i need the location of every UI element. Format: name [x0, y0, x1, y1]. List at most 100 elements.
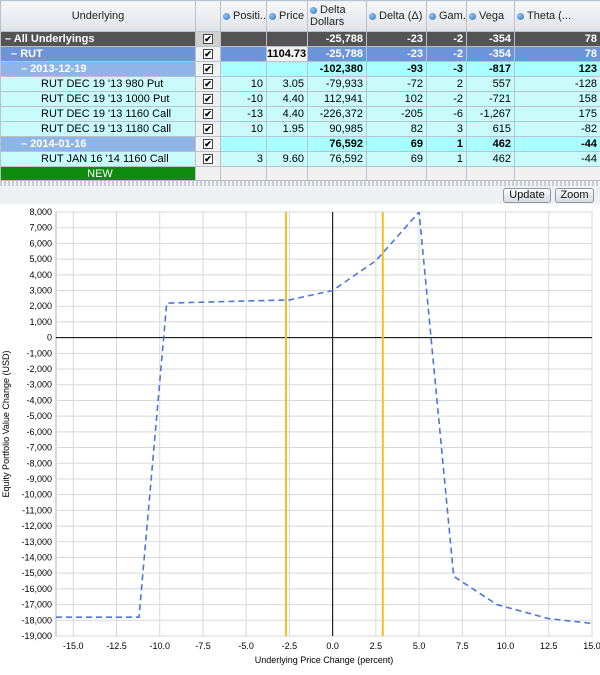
col-label: Theta (... — [527, 10, 572, 23]
y-axis-label: Equity Portfolio Value Change (USD) — [1, 351, 11, 498]
y-tick-label: -5,000 — [26, 411, 52, 421]
cell-gamma: -2 — [426, 46, 467, 62]
risk-profile-chart[interactable]: 8,000 7,000 6,000 5,000 4,000 3,000 2,000 1,000… — [0, 204, 600, 675]
y-tick-label: -2,000 — [26, 364, 52, 374]
x-tick-label: -7.5 — [195, 641, 211, 651]
row-new[interactable]: NEW — [0, 166, 600, 182]
row-checkbox-cell: ✔ — [195, 106, 221, 122]
collapse-toggle-icon[interactable]: – — [21, 63, 28, 75]
update-button[interactable]: Update — [503, 188, 551, 203]
row-all-underlyings[interactable]: – All Underlyings ✔ -25,788 -23 -2 -354 … — [0, 31, 600, 47]
y-tick-label: -15,000 — [21, 568, 52, 578]
collapse-toggle-icon[interactable]: – — [11, 48, 18, 60]
cell-vega: 462 — [466, 136, 515, 152]
collapse-toggle-icon[interactable]: – — [21, 138, 28, 150]
cell-delta-dollars: -226,372 — [307, 106, 367, 122]
column-menu-icon[interactable] — [469, 12, 476, 20]
cell-gamma: 1 — [426, 136, 467, 152]
cell-position: -13 — [220, 106, 267, 122]
row-checkbox[interactable]: ✔ — [203, 154, 213, 164]
row-rut[interactable]: – RUT ✔ 1104.73 -25,788 -23 -2 -354 78 — [0, 46, 600, 62]
new-position-button[interactable]: NEW — [0, 166, 196, 182]
row-checkbox[interactable]: ✔ — [203, 49, 213, 59]
row-checkbox[interactable]: ✔ — [203, 124, 213, 134]
y-tick-label: 7,000 — [29, 223, 52, 233]
column-menu-icon[interactable] — [269, 12, 276, 20]
y-tick-label: 6,000 — [29, 238, 52, 248]
col-header-gamma[interactable]: Gam... — [426, 0, 467, 32]
cell-price: 3.05 — [266, 76, 308, 92]
cell-delta-dollars: 76,592 — [307, 151, 367, 167]
row-label: RUT DEC 19 '13 1180 Call — [0, 121, 196, 137]
row-position[interactable]: RUT JAN 16 '14 1160 Call ✔ 3 9.60 76,592… — [0, 151, 600, 167]
row-label: RUT JAN 16 '14 1160 Call — [0, 151, 196, 167]
col-header-position[interactable]: Positi... — [220, 0, 267, 32]
cell-theta: -128 — [514, 76, 600, 92]
col-label: Price — [279, 10, 305, 23]
cell-vega: 557 — [466, 76, 515, 92]
y-tick-label: -14,000 — [21, 552, 52, 562]
chart-toolbar: Update Zoom — [0, 186, 600, 204]
cell-delta: 82 — [366, 121, 427, 137]
row-checkbox-cell: ✔ — [195, 121, 221, 137]
cell-gamma: 3 — [426, 121, 467, 137]
col-header-delta[interactable]: Delta (Δ) — [366, 0, 427, 32]
column-menu-icon[interactable] — [223, 12, 230, 20]
col-header-theta[interactable]: Theta (... — [514, 0, 600, 32]
cell-theta: -44 — [514, 136, 600, 152]
panel-splitter[interactable] — [0, 180, 600, 186]
row-position[interactable]: RUT DEC 19 '13 980 Put ✔ 10 3.05 -79,933… — [0, 76, 600, 92]
x-tick-label: 5.0 — [413, 641, 426, 651]
cell-theta: -82 — [514, 121, 600, 137]
row-label-cell: – RUT — [0, 46, 196, 62]
y-tick-label: -12,000 — [21, 521, 52, 531]
risk-chart-panel: 8,000 7,000 6,000 5,000 4,000 3,000 2,000 1,000… — [0, 204, 600, 675]
column-menu-icon[interactable] — [517, 12, 524, 20]
row-checkbox[interactable]: ✔ — [203, 34, 213, 44]
col-header-delta-dollars[interactable]: Delta Dollars — [307, 0, 367, 32]
x-tick-label: -5.0 — [238, 641, 254, 651]
y-tick-label: -8,000 — [26, 458, 52, 468]
cell-price — [266, 31, 308, 47]
cell-gamma: -6 — [426, 106, 467, 122]
row-expiry-2014-01-16[interactable]: – 2014-01-16 ✔ 76,592 69 1 462 -44 — [0, 136, 600, 152]
row-checkbox-cell: ✔ — [195, 46, 221, 62]
col-header-underlying[interactable]: Underlying — [0, 0, 196, 32]
row-checkbox[interactable]: ✔ — [203, 109, 213, 119]
col-header-vega[interactable]: Vega — [466, 0, 515, 32]
cell-empty — [466, 166, 515, 182]
cell-theta: 175 — [514, 106, 600, 122]
row-position[interactable]: RUT DEC 19 '13 1000 Put ✔ -10 4.40 112,9… — [0, 91, 600, 107]
collapse-toggle-icon[interactable]: – — [5, 33, 12, 45]
col-label: Gam... — [439, 10, 466, 23]
column-menu-icon[interactable] — [310, 6, 317, 14]
cell-empty — [426, 166, 467, 182]
column-menu-icon[interactable] — [369, 12, 376, 20]
zoom-button[interactable]: Zoom — [555, 188, 594, 203]
y-tick-label: -18,000 — [21, 615, 52, 625]
row-checkbox[interactable]: ✔ — [203, 79, 213, 89]
col-header-price[interactable]: Price — [266, 0, 308, 32]
row-checkbox-cell: ✔ — [195, 61, 221, 77]
y-tick-label: -13,000 — [21, 537, 52, 547]
y-tick-label: -10,000 — [21, 490, 52, 500]
row-expiry-2013-12-19[interactable]: – 2013-12-19 ✔ -102,380 -93 -3 -817 123 — [0, 61, 600, 77]
row-checkbox[interactable]: ✔ — [203, 64, 213, 74]
cell-position: 3 — [220, 151, 267, 167]
cell-price: 1.95 — [266, 121, 308, 137]
row-position[interactable]: RUT DEC 19 '13 1160 Call ✔ -13 4.40 -226… — [0, 106, 600, 122]
column-menu-icon[interactable] — [429, 12, 436, 20]
row-position[interactable]: RUT DEC 19 '13 1180 Call ✔ 10 1.95 90,98… — [0, 121, 600, 137]
row-label: 2013-12-19 — [30, 63, 87, 75]
cell-delta: -23 — [366, 46, 427, 62]
cell-vega: 615 — [466, 121, 515, 137]
cell-vega: -721 — [466, 91, 515, 107]
plot-area — [55, 211, 593, 637]
y-tick-label: -3,000 — [26, 380, 52, 390]
row-checkbox[interactable]: ✔ — [203, 139, 213, 149]
cell-delta-dollars: -79,933 — [307, 76, 367, 92]
row-checkbox[interactable]: ✔ — [203, 94, 213, 104]
row-label: RUT DEC 19 '13 980 Put — [0, 76, 196, 92]
cell-delta: -205 — [366, 106, 427, 122]
y-tick-label: -9,000 — [26, 474, 52, 484]
